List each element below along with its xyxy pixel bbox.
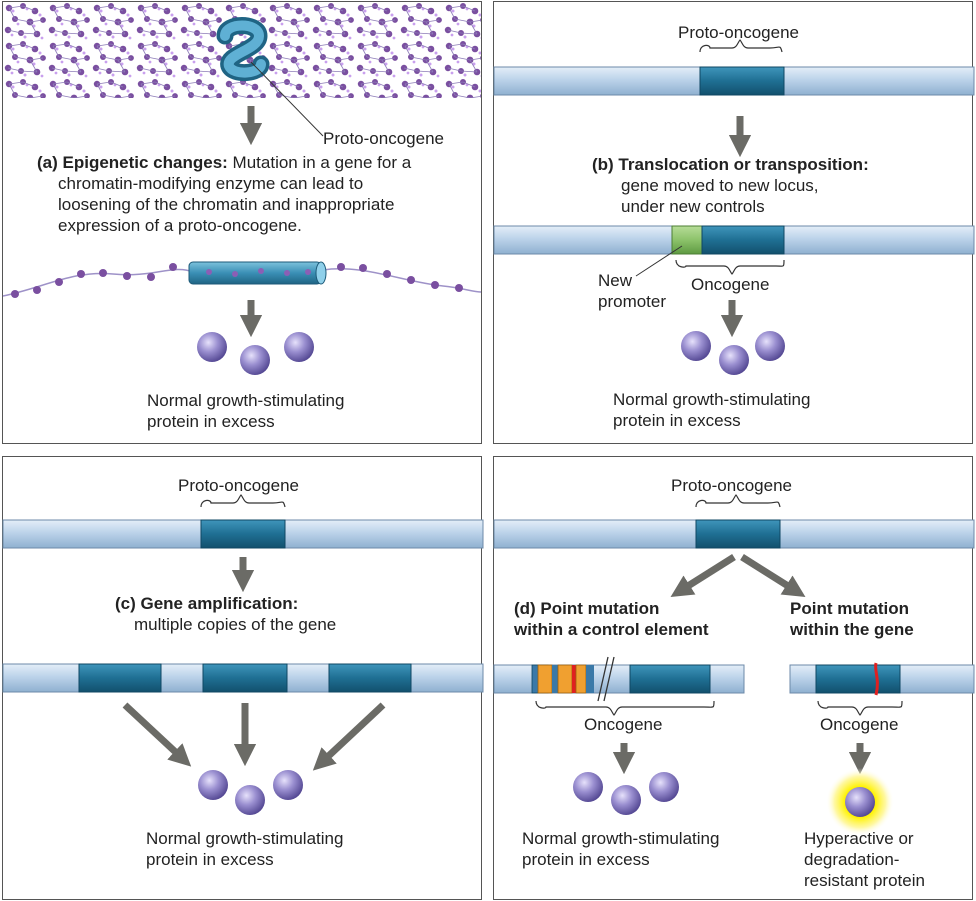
bracket [699, 39, 783, 53]
new-promoter-label: promoter [598, 292, 667, 311]
hyperactive-protein [845, 787, 875, 817]
panel-b-illustration [493, 39, 975, 375]
bracket [535, 700, 715, 716]
oncogene-label: Oncogene [691, 275, 770, 294]
new-promoter-label: New [598, 271, 633, 290]
protein-molecule [235, 785, 265, 815]
arrow-diagonal [670, 554, 736, 597]
gene-copy [202, 663, 288, 693]
panel-d-left-title: (d) Point mutation [514, 599, 660, 618]
panel-a-description: expression of a proto-oncogene. [58, 216, 302, 235]
panel-a-title: (a) Epigenetic changes: Mutation in a ge… [37, 152, 411, 173]
proto-oncogene-segment [699, 66, 785, 96]
result-caption: protein in excess [146, 850, 274, 869]
protein-molecule [573, 772, 603, 802]
panel-c-illustration [2, 494, 484, 815]
protein-molecule [649, 772, 679, 802]
result-caption: Normal growth-stimulating [522, 829, 720, 848]
loosened-chromatin [2, 261, 482, 298]
result-caption: Normal growth-stimulating [146, 829, 344, 848]
result-caption: Normal growth-stimulating [613, 390, 811, 409]
protein-molecule [197, 332, 227, 362]
panel-epigenetic-changes: Proto-oncogene (a) Epigenetic changes: M… [2, 1, 482, 444]
proto-oncogene-leader-line [250, 61, 324, 137]
protein-molecule [240, 345, 270, 375]
result-caption: protein in excess [147, 412, 275, 431]
protein-molecule [719, 345, 749, 375]
oncogene-label: Oncogene [584, 715, 663, 734]
panel-a-description: chromatin-modifying enzyme can lead to [58, 174, 364, 193]
arrow-diagonal [122, 702, 192, 767]
result-caption: protein in excess [522, 850, 650, 869]
panel-c-description: multiple copies of the gene [134, 615, 337, 634]
proto-oncogene-label: Proto-oncogene [323, 129, 444, 148]
point-mutation-mark [874, 662, 879, 696]
gene-copy [328, 663, 412, 693]
proto-oncogene-segment [695, 519, 781, 549]
protein-molecule [273, 770, 303, 800]
promoter-leader-line [635, 245, 683, 277]
protein-molecule [755, 331, 785, 361]
result-caption: Hyperactive or [804, 829, 914, 848]
result-caption: resistant protein [804, 871, 925, 890]
panel-c-title: (c) Gene amplification: [115, 594, 299, 613]
oncogene-label: Oncogene [820, 715, 899, 734]
panel-gene-amplification: Proto-oncogene (c) Gene amplification: m… [2, 456, 484, 900]
panel-d-illustration [493, 494, 975, 836]
proto-oncogene-label: Proto-oncogene [178, 476, 299, 495]
bracket [817, 700, 903, 716]
bracket [695, 494, 781, 508]
result-caption: degradation- [804, 850, 900, 869]
panel-a-description: loosening of the chromatin and inappropr… [58, 195, 395, 214]
gene-copy [78, 663, 162, 693]
proto-oncogene-segment [200, 519, 286, 549]
result-caption: protein in excess [613, 411, 741, 430]
oncogene-segment [701, 225, 785, 255]
panel-point-mutation: Proto-oncogene (d) Point mutation within… [493, 456, 975, 900]
bracket [200, 494, 286, 508]
protein-molecule [611, 785, 641, 815]
control-element-mutation-strand [493, 656, 745, 702]
panel-translocation: Proto-oncogene (b) Translocation or tran… [493, 1, 975, 444]
proto-oncogene-label: Proto-oncogene [678, 23, 799, 42]
protein-molecule [284, 332, 314, 362]
arrow-diagonal [740, 554, 806, 597]
result-caption: Normal growth-stimulating [147, 391, 345, 410]
arrow-diagonal [312, 702, 386, 771]
panel-b-description: gene moved to new locus, [621, 176, 819, 195]
panel-a-title-rest: Mutation in a gene for a [227, 153, 412, 172]
panel-a-illustration [2, 2, 482, 375]
panel-d-right-title: within the gene [790, 620, 914, 639]
coiled-proto-oncogene [216, 17, 270, 81]
proto-oncogene-label: Proto-oncogene [671, 476, 792, 495]
panel-b-description: under new controls [621, 197, 765, 216]
panel-a-title-bold: (a) Epigenetic changes: [37, 153, 228, 172]
protein-molecule [681, 331, 711, 361]
bracket [675, 259, 785, 275]
protein-molecule [198, 770, 228, 800]
gene-mutation-strand [789, 662, 975, 696]
panel-d-left-title: within a control element [514, 620, 709, 639]
panel-b-title: (b) Translocation or transposition: [592, 155, 869, 174]
panel-d-right-title: Point mutation [790, 599, 909, 618]
